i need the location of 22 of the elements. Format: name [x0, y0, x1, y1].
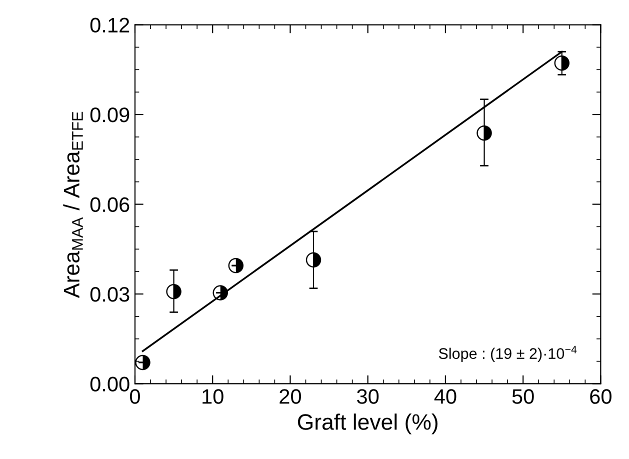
annotation: Slope : (19 ± 2)·10$^{−4}$: [438, 346, 577, 362]
x-tick-label: 20: [280, 389, 301, 404]
y-tick-label: 0.06: [90, 197, 130, 212]
point: [166, 284, 182, 300]
y-axis-title: Area$_{MAA}$ / Area$_{ETFE}$: [63, 112, 83, 298]
y-tick-label: 0.00: [90, 376, 130, 392]
point: [135, 354, 150, 370]
point: [306, 252, 322, 268]
point: [212, 285, 228, 300]
x-tick-label: 60: [590, 389, 612, 404]
x-tick-label: 40: [434, 389, 456, 404]
x-tick-label: 50: [512, 389, 534, 404]
x-axis-title: Graft level (%): [298, 414, 438, 434]
y-tick-label: 0.03: [90, 286, 130, 302]
y-tick-label: 0.12: [90, 18, 130, 33]
point: [228, 258, 244, 274]
point: [476, 125, 492, 141]
x-tick-label: 30: [357, 389, 379, 404]
x-tick-label: 0: [130, 389, 140, 404]
point: [554, 55, 570, 71]
x-tick-label: 10: [202, 389, 224, 404]
y-tick-label: 0.09: [90, 108, 130, 122]
